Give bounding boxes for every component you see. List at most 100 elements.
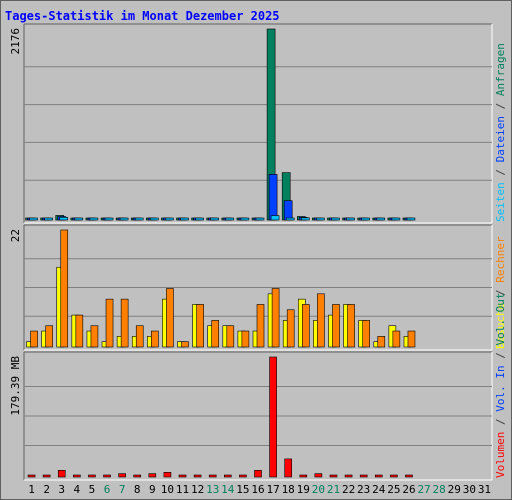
bar-seiten-day-4	[74, 217, 84, 221]
x-tick-label-18: 18	[282, 483, 295, 496]
bar-rechner-day-21	[332, 304, 340, 348]
bar-rechner-day-9	[151, 330, 159, 348]
x-tick-label-11: 11	[176, 483, 189, 496]
x-tick-label-29: 29	[448, 483, 461, 496]
bar-rechner-day-2	[45, 325, 53, 348]
bar-seiten-day-15	[240, 217, 250, 221]
bar-volumen-day-23	[359, 474, 368, 478]
bar-rechner-day-8	[135, 325, 144, 348]
legend-bottom: Volumen / Vol. In / Vol. Out	[494, 293, 507, 478]
bar-rechner-day-24	[377, 336, 386, 348]
bar-volumen-day-4	[73, 474, 81, 478]
x-tick-label-1: 1	[28, 483, 35, 496]
bar-rechner-day-17	[271, 288, 280, 348]
bar-seiten-day-1	[29, 217, 38, 221]
bar-rechner-day-16	[256, 304, 265, 348]
bar-rechner-day-6	[105, 298, 114, 348]
bar-volumen-day-15	[239, 474, 247, 478]
bar-volumen-day-6	[103, 474, 111, 478]
x-tick-label-8: 8	[134, 483, 141, 496]
bar-rechner-day-3	[60, 229, 69, 348]
bar-volumen-day-12	[193, 474, 202, 478]
x-tick-label-3: 3	[58, 483, 65, 496]
bar-dateien-day-18	[283, 200, 293, 221]
bar-volumen-day-11	[178, 474, 187, 478]
x-tick-label-24: 24	[372, 483, 386, 496]
y-axis-max-label: 2176	[9, 28, 22, 55]
x-tick-label-9: 9	[149, 483, 156, 496]
bar-seiten-day-26	[406, 217, 416, 221]
x-tick-label-22: 22	[342, 483, 355, 496]
bar-volumen-day-18	[284, 458, 292, 478]
bar-volumen-day-16	[254, 470, 262, 478]
bar-volumen-day-8	[133, 474, 142, 478]
bar-volumen-day-26	[405, 474, 413, 478]
x-tick-label-31: 31	[478, 483, 491, 496]
bar-volumen-day-22	[344, 474, 353, 478]
bar-seiten-day-20	[316, 217, 325, 221]
bar-volumen-day-13	[208, 474, 217, 478]
bar-seiten-day-23	[361, 217, 370, 221]
x-tick-label-2: 2	[43, 483, 50, 496]
bar-seiten-day-13	[210, 217, 220, 221]
bar-rechner-day-4	[75, 314, 84, 348]
legend-entry: /	[494, 283, 507, 303]
panel-top-background	[24, 24, 492, 223]
bar-seiten-day-16	[255, 217, 265, 221]
bar-volumen-day-17	[269, 356, 277, 478]
bar-seiten-day-10	[165, 217, 174, 221]
x-tick-label-23: 23	[357, 483, 370, 496]
bar-rechner-day-12	[196, 304, 204, 348]
bar-rechner-day-20	[317, 293, 325, 348]
y-axis-max-label: 179.39 MB	[9, 356, 22, 416]
x-tick-label-21: 21	[327, 483, 340, 496]
bar-seiten-day-25	[391, 217, 401, 221]
legend-entry: Rechner	[494, 236, 507, 283]
legend-entry: /	[494, 412, 507, 432]
legend-entry: Anfragen	[494, 43, 507, 96]
bar-volumen-day-1	[27, 474, 36, 478]
legend-top: Seiten / Dateien / Anfragen	[494, 43, 507, 222]
legend-entry: Vol. Out	[494, 293, 507, 346]
bar-rechner-day-5	[90, 325, 99, 348]
bar-seiten-day-19	[300, 217, 310, 221]
bar-seiten-day-9	[150, 217, 159, 221]
bar-seiten-day-2	[44, 217, 53, 221]
x-tick-label-10: 10	[161, 483, 174, 496]
bar-rechner-day-14	[226, 325, 235, 348]
x-tick-label-7: 7	[119, 483, 126, 496]
bar-rechner-day-7	[120, 298, 129, 348]
x-tick-label-15: 15	[236, 483, 249, 496]
bar-volumen-day-14	[224, 474, 232, 478]
bar-seiten-day-24	[376, 217, 386, 221]
bar-seiten-day-18	[285, 217, 295, 221]
x-tick-label-12: 12	[191, 483, 204, 496]
bar-seiten-day-3	[59, 217, 69, 221]
bar-seiten-day-8	[134, 217, 144, 221]
x-tick-label-17: 17	[266, 483, 279, 496]
bar-rechner-day-22	[347, 304, 355, 348]
legend-middle: Besuche / Rechner	[494, 236, 507, 349]
bar-rechner-day-26	[407, 330, 416, 348]
legend-entry: /	[494, 96, 507, 116]
bar-seiten-day-5	[89, 217, 99, 221]
x-tick-label-20: 20	[312, 483, 325, 496]
bar-seiten-day-17	[270, 215, 280, 221]
bar-rechner-day-10	[166, 288, 174, 348]
bar-rechner-day-19	[301, 304, 310, 348]
bar-seiten-day-12	[195, 217, 204, 221]
chart-title: Tages-Statistik im Monat Dezember 2025	[5, 9, 280, 23]
bar-rechner-day-23	[362, 320, 370, 348]
bar-volumen-day-2	[42, 474, 51, 478]
bar-volumen-day-9	[148, 473, 157, 478]
x-tick-label-6: 6	[104, 483, 111, 496]
x-tick-label-27: 27	[417, 483, 430, 496]
bar-seiten-day-7	[119, 217, 129, 221]
bar-rechner-day-25	[392, 330, 401, 348]
bar-volumen-day-24	[374, 474, 383, 478]
legend-entry: Dateien	[494, 116, 507, 162]
bar-rechner-day-13	[211, 320, 220, 348]
bar-volumen-day-3	[57, 470, 66, 478]
legend-entry: Vol. In	[494, 365, 507, 411]
